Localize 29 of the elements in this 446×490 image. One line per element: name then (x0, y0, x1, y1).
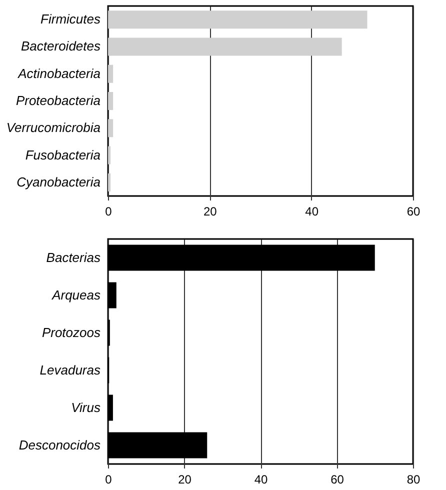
y-tick-label: Firmicutes (40, 12, 101, 27)
y-tick-label: Proteobacteria (16, 93, 100, 108)
y-tick-label: Cyanobacteria (16, 174, 100, 190)
y-tick-label: Verrucomicrobia (6, 120, 100, 136)
y-tick-label: Bacterias (46, 250, 101, 265)
y-tick-label: Virus (71, 400, 101, 415)
x-tick-label: 0 (105, 472, 112, 486)
bar (108, 146, 111, 164)
bar (108, 92, 114, 110)
bar (108, 119, 114, 138)
y-tick-label: Protozoos (42, 324, 101, 340)
x-tick-label: 40 (254, 472, 268, 486)
y-tick-label: Fusobacteria (25, 147, 100, 162)
bar (108, 10, 368, 29)
y-tick-label: Arqueas (51, 287, 101, 302)
x-tick-label: 60 (330, 472, 344, 486)
bar (108, 38, 342, 56)
x-tick-label: 80 (406, 472, 420, 486)
y-tick-label: Desconocidos (18, 437, 101, 452)
bar (108, 173, 111, 192)
y-tick-label: Actinobacteria (17, 66, 100, 81)
x-tick-label: 20 (178, 472, 192, 486)
y-tick-label: Bacteroidetes (21, 38, 101, 54)
x-tick-label: 60 (406, 204, 420, 218)
x-tick-label: 40 (305, 204, 319, 218)
bar (108, 64, 114, 83)
y-tick-label: Levaduras (40, 362, 101, 378)
x-tick-label: 0 (105, 204, 112, 218)
x-tick-label: 20 (203, 204, 218, 218)
